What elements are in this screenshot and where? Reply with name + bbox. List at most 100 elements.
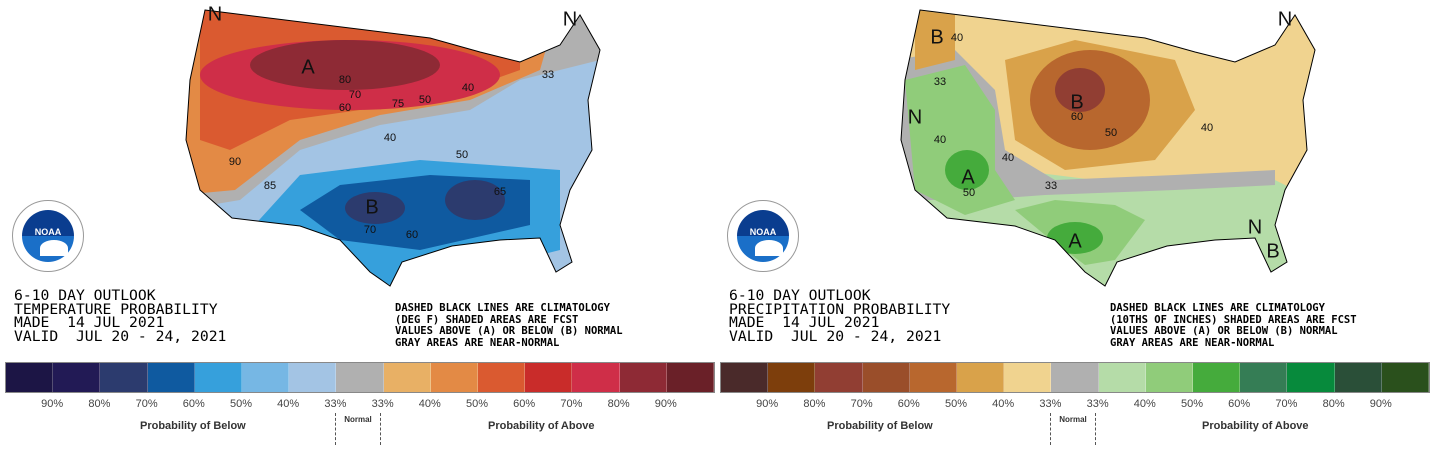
legend-swatch xyxy=(768,363,816,392)
legend-tick-label: 80% xyxy=(607,398,630,410)
note-line: VALUES ABOVE (A) OR BELOW (B) NORMAL xyxy=(395,325,623,337)
legend-tick-label: 33% xyxy=(371,398,394,410)
legend-swatch xyxy=(1193,363,1241,392)
map-label: 50 xyxy=(1104,127,1118,139)
note-line: VALUES ABOVE (A) OR BELOW (B) NORMAL xyxy=(1110,325,1338,337)
map-note: DASHED BLACK LINES ARE CLIMATOLOGY (DEG F… xyxy=(395,302,623,349)
note-line: DASHED BLACK LINES ARE CLIMATOLOGY xyxy=(1110,302,1325,314)
legend-tick-label: 90% xyxy=(654,398,677,410)
map-label: N xyxy=(562,8,578,31)
map-label: A xyxy=(961,166,975,189)
legend-tick-label: 60% xyxy=(182,398,205,410)
legend-tick-label: 40% xyxy=(992,398,1015,410)
map-title: 6-10 DAY OUTLOOK TEMPERATURE PROBABILITY M… xyxy=(14,289,227,345)
legend-tick-label: 40% xyxy=(277,398,300,410)
map-label: 40 xyxy=(1001,152,1015,164)
legend-swatch xyxy=(53,363,101,392)
legend-swatch xyxy=(1381,363,1430,392)
map-label: 80 xyxy=(338,74,352,86)
title-line: PRECIPITATION PROBABILITY xyxy=(729,301,951,318)
color-legend xyxy=(5,362,715,393)
map-label: N xyxy=(207,3,223,26)
map-label: 85 xyxy=(263,180,277,192)
us-outline xyxy=(900,9,1316,287)
map-label: 60 xyxy=(1070,111,1084,123)
legend-swatch xyxy=(957,363,1005,392)
legend-swatch xyxy=(242,363,290,392)
map-note: DASHED BLACK LINES ARE CLIMATOLOGY (10THS… xyxy=(1110,302,1357,349)
title-line: 6-10 DAY OUTLOOK xyxy=(729,288,871,304)
map-label: B xyxy=(1266,240,1280,263)
above-label: Probability of Above xyxy=(488,420,595,432)
map-label: 40 xyxy=(1200,122,1214,134)
region-above-50-west xyxy=(945,150,989,190)
note-line: (DEG F) SHADED AREAS ARE FCST xyxy=(395,313,579,326)
legend-swatch xyxy=(815,363,863,392)
legend-tick-label: 90% xyxy=(41,398,64,410)
legend-swatch xyxy=(1240,363,1288,392)
legend-tick-label: 40% xyxy=(1133,398,1156,410)
legend-tick-label: 80% xyxy=(1322,398,1345,410)
legend-swatch xyxy=(1334,363,1382,392)
legend-tick-label: 33% xyxy=(1039,398,1062,410)
legend-swatch xyxy=(1004,363,1052,392)
legend-swatch xyxy=(478,363,526,392)
precipitation-map xyxy=(900,9,1316,287)
legend-tick-label: 90% xyxy=(1369,398,1392,410)
region-below-70b xyxy=(445,180,505,220)
legend-swatch xyxy=(572,363,620,392)
map-label: 65 xyxy=(493,186,507,198)
legend-swatch xyxy=(336,363,384,392)
legend-swatch xyxy=(1098,363,1146,392)
below-label: Probability of Below xyxy=(827,420,933,432)
legend-swatch xyxy=(862,363,910,392)
normal-label: Normal xyxy=(1050,413,1096,445)
legend-tick-label: 80% xyxy=(88,398,111,410)
legend-tick-label: 70% xyxy=(135,398,158,410)
legend-tick-label: 33% xyxy=(324,398,347,410)
legend-tick-label: 70% xyxy=(850,398,873,410)
made-date: MADE 14 JUL 2021 xyxy=(14,315,165,331)
legend-swatch xyxy=(430,363,479,392)
map-label: 70 xyxy=(348,89,362,101)
legend-swatch xyxy=(383,363,431,392)
legend-tick-label: 60% xyxy=(897,398,920,410)
legend-swatch xyxy=(666,363,715,392)
above-label: Probability of Above xyxy=(1202,420,1309,432)
legend-swatch xyxy=(100,363,148,392)
region-above-80 xyxy=(250,40,440,90)
legend-tick-label: 60% xyxy=(1228,398,1251,410)
legend-tick-label: 50% xyxy=(229,398,253,410)
map-label: 33 xyxy=(1044,180,1058,192)
legend-swatch xyxy=(909,363,958,392)
us-outline xyxy=(185,9,601,287)
legend-tick-label: 50% xyxy=(465,398,489,410)
map-label: N xyxy=(1277,8,1293,31)
map-label: 75 xyxy=(391,98,405,110)
map-label: 33 xyxy=(541,69,555,81)
noaa-logo: NOAA xyxy=(12,200,84,272)
map-label: 60 xyxy=(338,102,352,114)
note-line: GRAY AREAS ARE NEAR-NORMAL xyxy=(395,336,560,349)
legend-tick-label: 40% xyxy=(418,398,441,410)
map-label: B xyxy=(1070,91,1084,114)
map-label: A xyxy=(1068,230,1082,253)
title-line: TEMPERATURE PROBABILITY xyxy=(14,301,218,318)
legend-swatch xyxy=(1145,363,1194,392)
legend-swatch xyxy=(6,363,54,392)
legend-tick-label: 33% xyxy=(1086,398,1109,410)
map-label: 90 xyxy=(228,156,242,168)
map-label: N xyxy=(1247,216,1263,239)
valid-dates: VALID JUL 20 - 24, 2021 xyxy=(14,328,227,345)
temperature-outlook-panel: A B 80 70 60 75 50 40 33 90 85 70 60 50 … xyxy=(5,3,715,445)
legend-swatch xyxy=(1051,363,1099,392)
normal-label: Normal xyxy=(335,413,381,445)
legend-ticks: 90% 80% 70% 60% 50% 40% 33% 33% 40% 50% 60% 70% 80% 9… xyxy=(720,398,1428,412)
map-label: 60 xyxy=(405,229,419,241)
map-label: 50 xyxy=(962,187,976,199)
note-line: DASHED BLACK LINES ARE CLIMATOLOGY xyxy=(395,302,610,314)
legend-swatch xyxy=(194,363,243,392)
legend-swatch xyxy=(147,363,195,392)
region-below-40-nw xyxy=(915,10,955,70)
noaa-logo: NOAA xyxy=(727,200,799,272)
